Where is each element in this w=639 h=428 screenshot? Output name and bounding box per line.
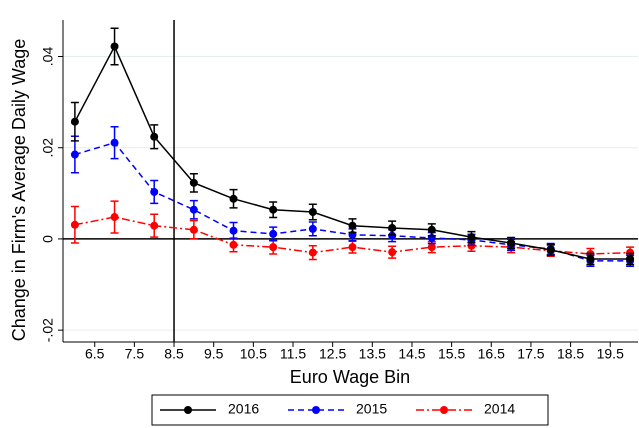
point (110, 42, 119, 51)
point (586, 254, 595, 263)
y-tick-label: .02 (40, 138, 56, 158)
point (308, 208, 317, 217)
point (546, 245, 555, 254)
point (427, 225, 436, 234)
legend-label: 2014 (484, 401, 515, 417)
point (308, 248, 317, 257)
y-tick-label: 0 (40, 235, 56, 243)
x-tick-label: 14.5 (398, 346, 425, 362)
x-tick-label: 18.5 (557, 346, 584, 362)
legend-box (151, 394, 549, 426)
point (189, 225, 198, 234)
x-tick-label: 16.5 (478, 346, 505, 362)
x-tick-label: 6.5 (85, 346, 105, 362)
point (110, 213, 119, 222)
point (308, 224, 317, 233)
y-tick-label: -.02 (40, 318, 56, 342)
x-tick-label: 15.5 (438, 346, 465, 362)
point (150, 221, 159, 230)
x-tick-label: 8.5 (164, 346, 184, 362)
point (427, 243, 436, 252)
point (507, 239, 516, 248)
point (150, 187, 159, 196)
point (229, 194, 238, 203)
legend-marker (440, 406, 448, 414)
x-tick-label: 12.5 (319, 346, 346, 362)
point (229, 240, 238, 249)
point (388, 231, 397, 240)
x-tick-label: 9.5 (204, 346, 224, 362)
legend-marker (312, 406, 320, 414)
point (348, 243, 357, 252)
x-tick-label: 10.5 (240, 346, 267, 362)
point (269, 205, 278, 214)
point (626, 254, 635, 263)
point (388, 223, 397, 232)
x-tick-label: 19.5 (597, 346, 624, 362)
x-tick-label: 13.5 (359, 346, 386, 362)
y-tick-label: .04 (40, 47, 56, 67)
x-axis-label: Euro Wage Bin (290, 367, 410, 387)
x-tick-label: 7.5 (125, 346, 145, 362)
point (269, 243, 278, 252)
legend-label: 2016 (228, 401, 259, 417)
point (348, 221, 357, 230)
legend-label: 2015 (356, 401, 387, 417)
x-tick-label: 11.5 (280, 346, 306, 362)
point (467, 233, 476, 242)
point (269, 229, 278, 238)
point (70, 150, 79, 159)
point (229, 226, 238, 235)
point (70, 117, 79, 126)
point (189, 205, 198, 214)
point (150, 132, 159, 141)
point (388, 248, 397, 257)
x-tick-label: 17.5 (517, 346, 544, 362)
point (110, 138, 119, 147)
y-axis-label: Change in Firm's Average Daily Wage (9, 39, 29, 342)
point (70, 220, 79, 229)
point (189, 178, 198, 187)
legend-marker (184, 406, 192, 414)
